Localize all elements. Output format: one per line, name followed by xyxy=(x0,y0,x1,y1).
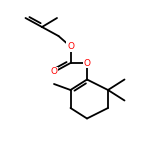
Text: O: O xyxy=(67,42,74,51)
Text: O: O xyxy=(84,58,90,68)
Text: O: O xyxy=(51,68,57,76)
